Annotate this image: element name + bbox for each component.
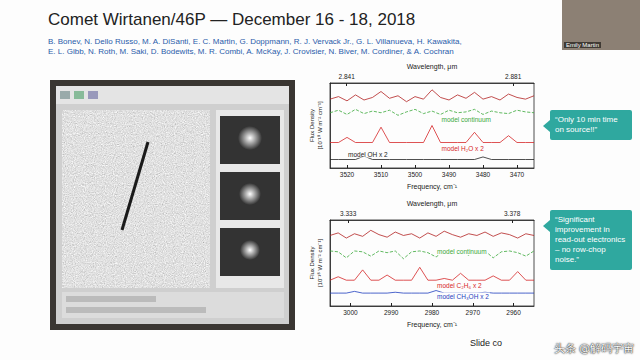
svg-text:2980: 2980 [425,309,440,316]
html-text:Emily Martin: Emily Martin [566,42,599,48]
svg-text:model H₂O x 2: model H₂O x 2 [442,145,485,152]
html-text:E. L. Gibb, N. Roth, M. Saki,: E. L. Gibb, N. Roth, M. Saki, D. Bodewit… [48,47,454,56]
svg-text:model OH x 2: model OH x 2 [348,151,388,158]
svg-text:2990: 2990 [384,309,399,316]
svg-text:3000: 3000 [343,309,358,316]
svg-text:Wavelength, μm: Wavelength, μm [407,200,458,208]
svg-text:model CH₃OH x 2: model CH₃OH x 2 [437,293,489,300]
svg-text:3490: 3490 [442,171,457,178]
svg-text:Flux Density: Flux Density [309,109,315,142]
svg-text:model C₂H₆ x 2: model C₂H₆ x 2 [437,282,482,289]
svg-text:3500: 3500 [408,171,423,178]
html-text:“Only 10 min time on source!!”: “Only 10 min time on source!!” [555,115,618,134]
html-text:Slide co: Slide co [470,338,502,348]
html-text:头条 @解码宇宙: 头条 @解码宇宙 [553,342,634,355]
svg-text:3510: 3510 [374,171,389,178]
svg-text:Frequency, cm⁻¹: Frequency, cm⁻¹ [407,183,458,191]
svg-text:2.841: 2.841 [339,73,356,80]
svg-text:3520: 3520 [340,171,355,178]
svg-text:model continuum: model continuum [437,248,487,255]
svg-text:[10⁻¹⁸ W m⁻² cm⁻¹]: [10⁻¹⁸ W m⁻² cm⁻¹] [317,101,323,150]
svg-text:model continuum: model continuum [442,116,492,123]
svg-text:Frequency, cm⁻¹: Frequency, cm⁻¹ [407,321,458,329]
html-text:B. Bonev, N. Dello Russo, M. A: B. Bonev, N. Dello Russo, M. A. DiSanti,… [48,37,462,46]
html-text:Comet Wirtanen/46P — December: Comet Wirtanen/46P — December 16 - 18, 2… [48,10,416,29]
html-text:“Significant improvement in re: “Significant improvement in read-out ele… [555,215,626,264]
svg-text:2.881: 2.881 [505,73,522,80]
svg-text:Wavelength, μm: Wavelength, μm [407,63,458,71]
svg-text:3.378: 3.378 [504,210,521,217]
svg-text:[10⁻¹⁸ W m⁻² cm⁻¹]: [10⁻¹⁸ W m⁻² cm⁻¹] [317,239,323,288]
svg-text:2970: 2970 [466,309,481,316]
svg-text:3.333: 3.333 [340,210,357,217]
svg-text:Flux Density: Flux Density [309,246,315,279]
svg-text:2960: 2960 [506,309,521,316]
svg-text:3470: 3470 [510,171,525,178]
svg-text:3480: 3480 [476,171,491,178]
